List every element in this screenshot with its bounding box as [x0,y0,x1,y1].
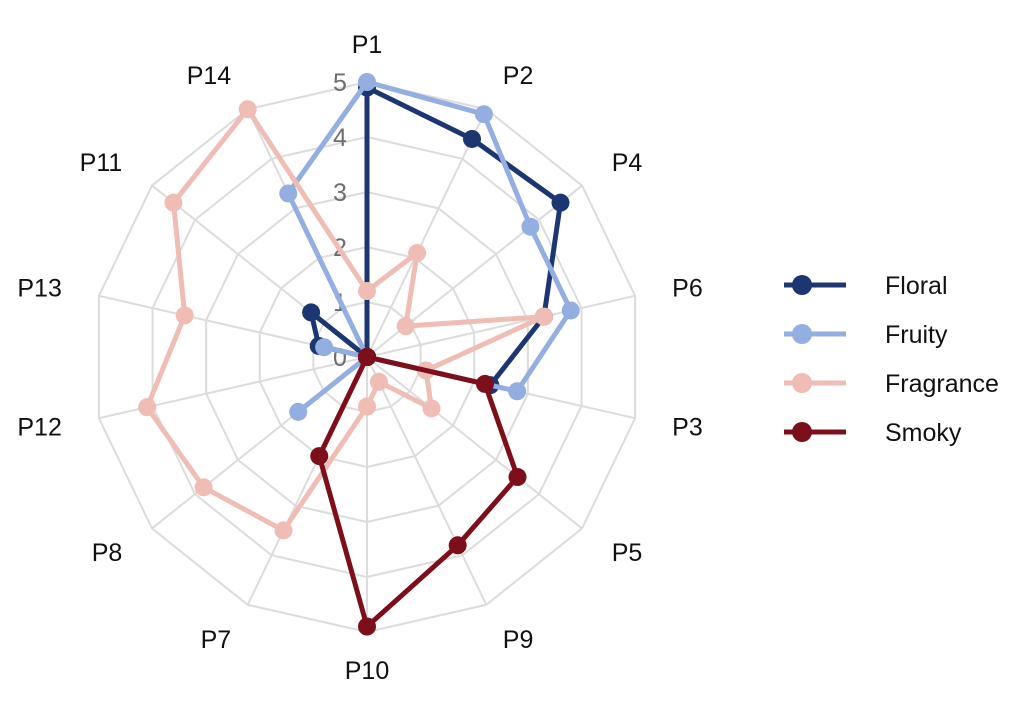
series-line [285,79,574,415]
series-smoky [310,348,527,636]
data-point [164,193,183,212]
grid-spoke [366,294,636,358]
category-label: P6 [672,274,703,302]
category-label: P13 [17,274,61,302]
data-point [462,129,481,148]
category-label: P7 [201,626,232,654]
data-point [534,307,553,326]
category-label: P14 [187,62,232,90]
data-point [194,478,213,497]
data-point [310,447,329,466]
data-point [302,303,321,322]
grid-spoke [366,356,488,606]
series-fragrance [138,100,553,540]
legend-label: Fragrance [885,370,999,398]
grid-spoke [366,356,583,530]
data-point [358,397,376,416]
data-point [315,338,334,357]
data-point [508,382,527,401]
category-label: P3 [672,414,703,442]
data-point [396,317,415,336]
data-point [289,402,308,421]
data-point [448,536,467,555]
category-label: P10 [345,657,389,685]
data-point [238,100,257,119]
data-point [279,184,298,203]
legend-marker [792,373,812,393]
grid-spoke [366,108,488,358]
legend-label: Fruity [885,321,948,349]
category-label: P9 [503,626,534,654]
legend-marker [792,324,812,344]
data-point [508,468,527,487]
data-point [521,217,540,236]
data-point [369,372,388,391]
data-point [358,617,376,636]
data-point [561,301,580,320]
data-point [358,282,376,300]
category-label: P12 [17,414,61,442]
r-tick-label: 4 [333,124,347,152]
data-point [274,521,293,540]
data-point [475,374,494,393]
legend-label: Smoky [885,419,962,447]
data-point [474,105,493,124]
legend-item: Fragrance [784,370,999,398]
r-tick-label: 3 [333,179,347,207]
data-point [358,348,376,366]
data-point [175,306,194,325]
legend-marker [792,275,812,295]
legend-item: Fruity [784,321,948,349]
r-tick-label: 5 [333,69,347,97]
category-label: P5 [612,539,643,567]
category-label: P4 [612,149,643,177]
data-point [138,398,157,417]
data-point [422,399,441,418]
data-point [358,73,376,91]
legend-item: Smoky [784,419,962,447]
legend-marker [792,422,812,442]
data-point [408,243,427,262]
category-label: P8 [92,539,123,567]
category-label: P11 [80,149,123,177]
category-label: P2 [503,62,534,90]
category-label: P1 [352,31,383,59]
data-point [551,193,570,212]
legend-item: Floral [784,272,948,300]
legend-label: Floral [885,272,948,300]
